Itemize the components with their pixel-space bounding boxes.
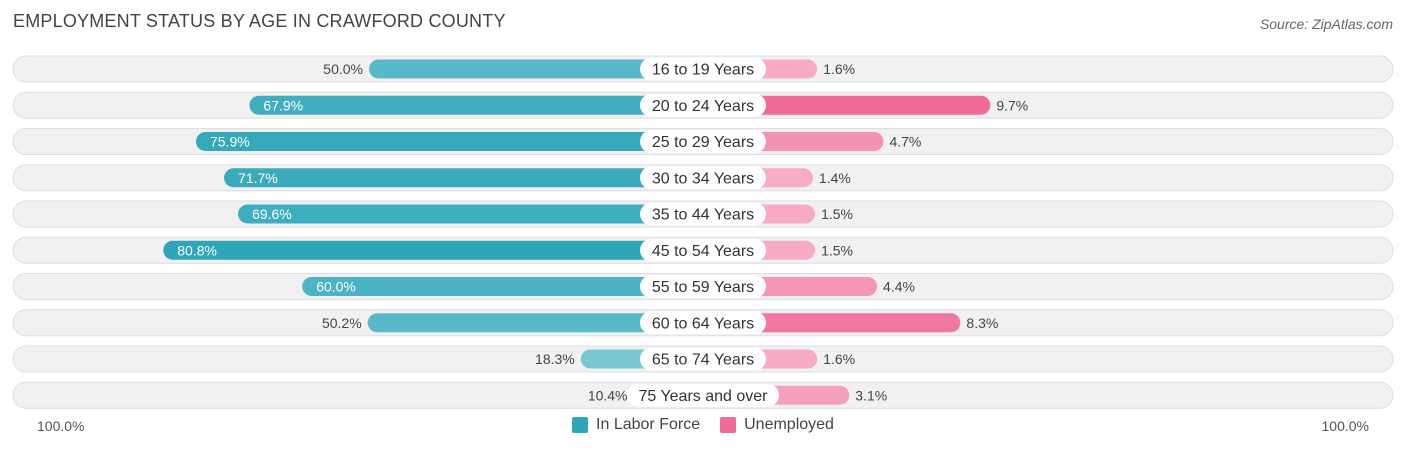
category-pill (640, 93, 766, 117)
legend-item-labor[interactable]: In Labor Force (572, 416, 700, 434)
category-pill (640, 202, 766, 226)
label-unemployed: 1.4% (819, 170, 851, 186)
bar-labor (163, 240, 704, 260)
category-pill (627, 383, 779, 407)
row-0: 50.0% 1.6% 16 to 19 Years (12, 55, 1394, 83)
category-pill (640, 166, 766, 190)
label-unemployed: 1.6% (823, 61, 855, 77)
legend-item-unemployed[interactable]: Unemployed (720, 416, 834, 434)
legend-swatch-labor (572, 417, 589, 433)
chart-title: EMPLOYMENT STATUS BY AGE IN CRAWFORD COU… (13, 11, 506, 31)
label-labor: 18.3% (535, 351, 575, 367)
category-label: 30 to 34 Years (652, 170, 754, 187)
row-2: 75.9% 4.7% 25 to 29 Years (12, 128, 1394, 155)
category-pill (640, 57, 766, 81)
axis-left-label: 100.0% (37, 418, 85, 434)
label-unemployed: 3.1% (855, 387, 887, 403)
bar-labor (367, 313, 703, 333)
label-labor: 60.0% (316, 279, 356, 295)
label-unemployed: 4.7% (889, 134, 921, 150)
label-unemployed: 8.3% (966, 315, 998, 331)
row-6: 60.0% 4.4% 55 to 59 Years (12, 273, 1394, 300)
legend-swatch-unemployed (720, 417, 737, 433)
category-label: 25 to 29 Years (652, 134, 754, 151)
bar-labor (224, 168, 703, 188)
category-label: 60 to 64 Years (652, 315, 754, 332)
label-labor: 10.4% (588, 387, 628, 403)
category-label: 20 to 24 Years (652, 98, 754, 115)
legend-label-unemployed: Unemployed (744, 416, 834, 433)
axis-right-label: 100.0% (1321, 418, 1369, 434)
bar-labor (249, 95, 704, 115)
category-label: 45 to 54 Years (652, 243, 754, 260)
row-5: 80.8% 1.5% 45 to 54 Years (12, 236, 1394, 264)
label-unemployed: 9.7% (996, 97, 1028, 113)
category-label: 75 Years and over (639, 388, 769, 405)
label-labor: 50.0% (323, 61, 363, 77)
label-labor: 69.6% (252, 206, 292, 222)
label-labor: 71.7% (238, 170, 278, 186)
legend-label-labor: In Labor Force (596, 416, 701, 433)
bar-labor (238, 204, 703, 224)
row-1: 67.9% 9.7% 20 to 24 Years (12, 91, 1394, 119)
category-pill (640, 238, 766, 262)
label-unemployed: 4.4% (883, 279, 915, 295)
bar-labor (195, 132, 703, 151)
category-label: 35 to 44 Years (652, 207, 754, 224)
category-label: 16 to 19 Years (652, 62, 754, 79)
source-label: Source: ZipAtlas.com (1259, 16, 1393, 32)
category-label: 65 to 74 Years (652, 352, 754, 369)
bar-unemployed (703, 313, 961, 333)
category-pill (640, 275, 766, 298)
category-pill (640, 347, 766, 371)
row-7: 50.2% 8.3% 60 to 64 Years (12, 309, 1394, 337)
row-8: 18.3% 1.6% 65 to 74 Years (12, 345, 1394, 373)
label-unemployed: 1.5% (821, 206, 853, 222)
category-pill (640, 311, 766, 335)
label-labor: 75.9% (210, 134, 250, 150)
label-labor: 50.2% (322, 315, 362, 331)
bar-unemployed (703, 95, 991, 115)
category-label: 55 to 59 Years (652, 279, 754, 296)
label-labor: 80.8% (177, 242, 217, 258)
label-unemployed: 1.5% (821, 242, 853, 258)
row-4: 69.6% 1.5% 35 to 44 Years (12, 200, 1394, 228)
bar-labor (369, 59, 703, 79)
legend: In Labor Force Unemployed (0, 416, 1406, 434)
category-pill (640, 130, 766, 153)
label-labor: 67.9% (263, 97, 303, 113)
row-9: 10.4% 3.1% 75 Years and over (12, 381, 1394, 409)
label-unemployed: 1.6% (823, 351, 855, 367)
row-3: 71.7% 1.4% 30 to 34 Years (12, 164, 1394, 192)
bar-labor (302, 277, 703, 296)
